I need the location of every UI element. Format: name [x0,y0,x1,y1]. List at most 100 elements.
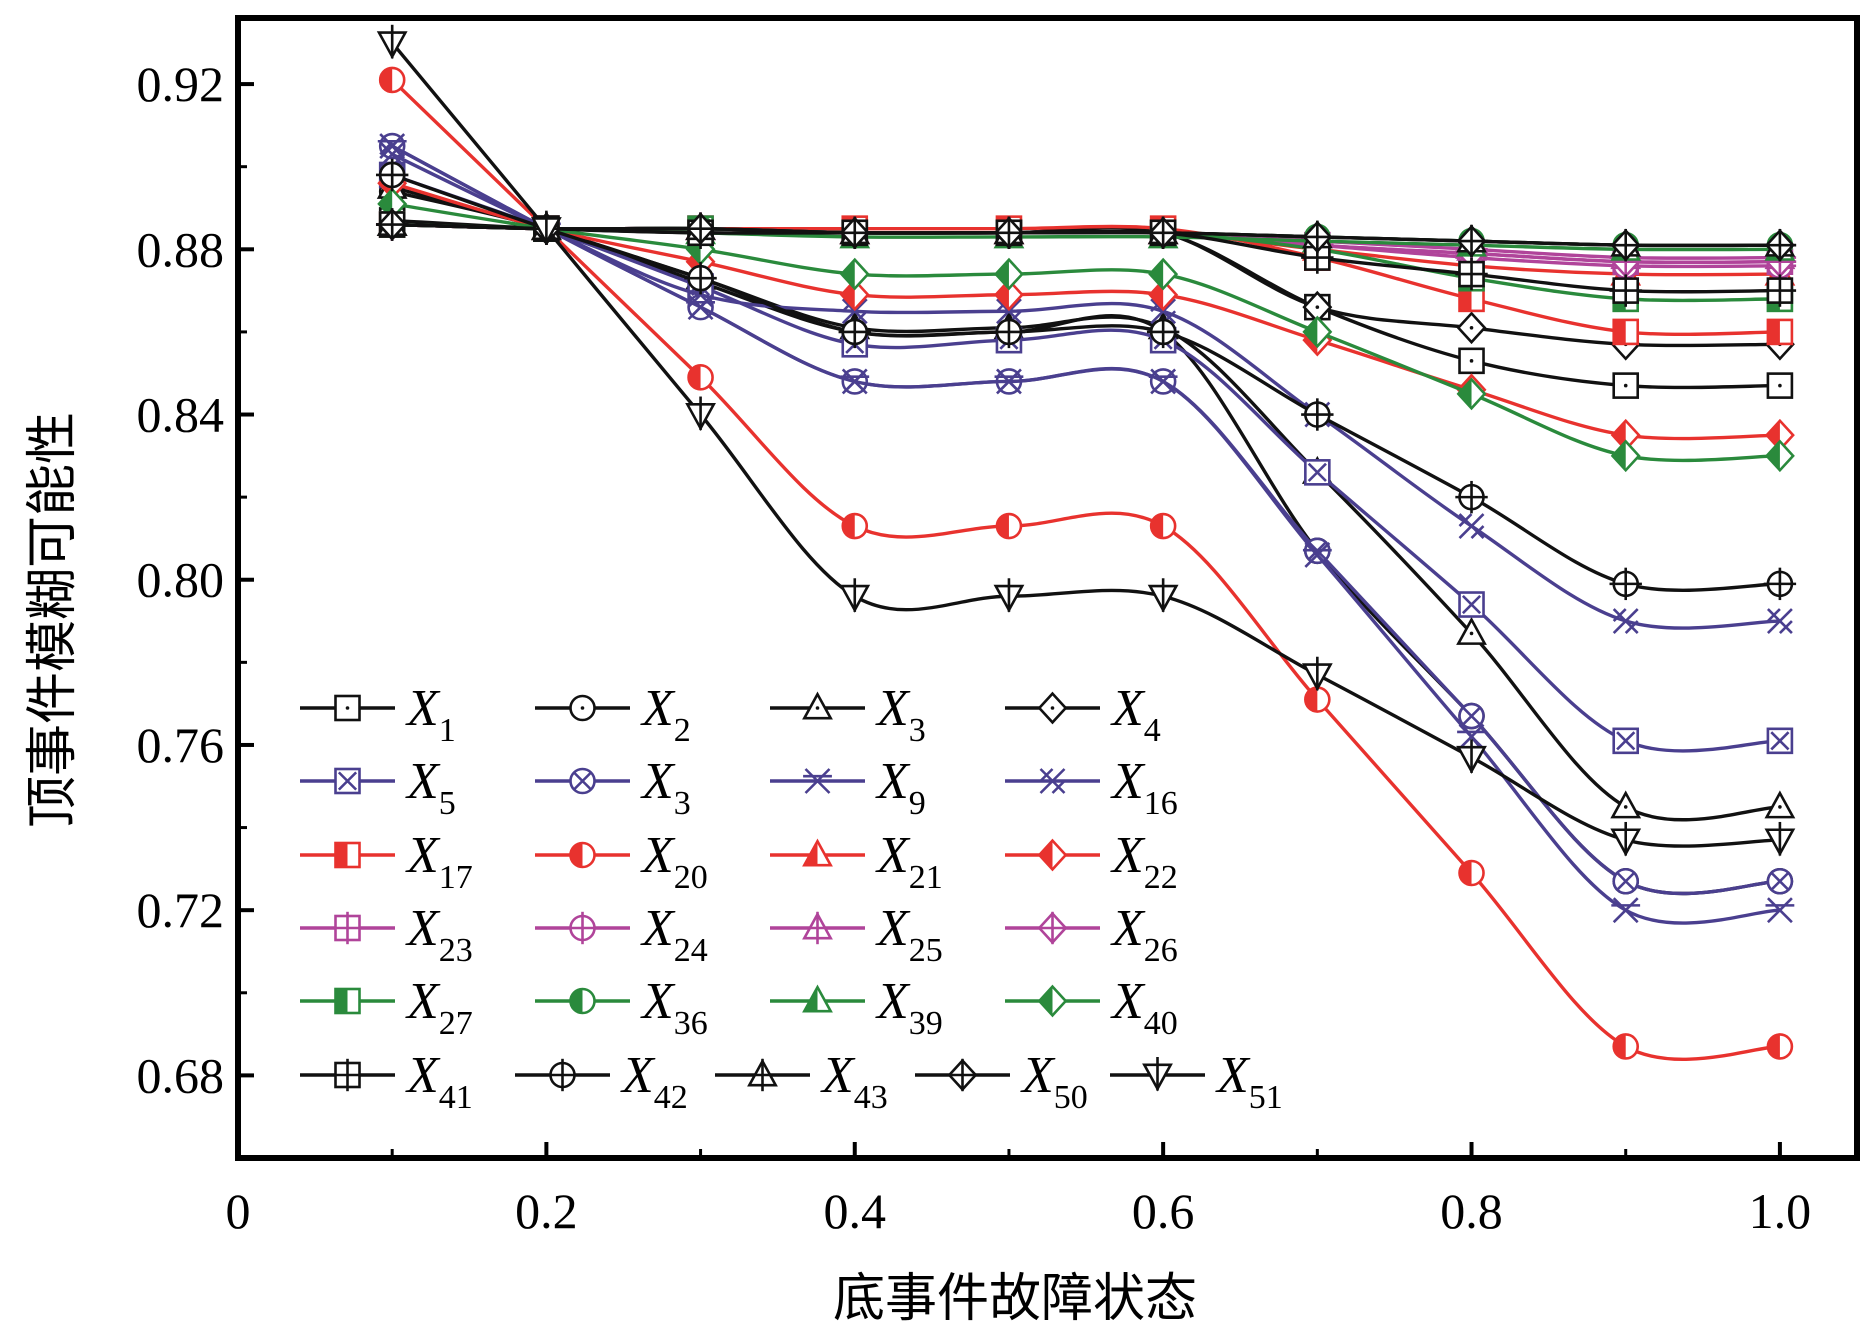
marker [1609,274,1642,307]
marker [1612,318,1640,346]
marker [546,1058,579,1092]
marker [1766,372,1794,399]
marker [1037,691,1068,725]
marker [1148,257,1179,291]
legend-label: X43 [820,1047,888,1116]
marker [1766,867,1794,895]
marker [684,262,717,295]
legend-label: X25 [875,900,943,969]
marker [377,133,407,159]
marker [802,984,833,1013]
series-line [391,152,1780,630]
marker [1456,311,1487,345]
legend-item: X26 [1005,900,1178,969]
marker [1765,897,1795,924]
series-x42 [375,158,1797,601]
marker [1766,608,1793,634]
marker [1455,224,1488,258]
series-line [391,189,1780,896]
marker [1458,285,1485,313]
plot-frame [235,15,1860,1161]
series-line [390,41,1780,848]
marker [1149,512,1177,540]
marker [1612,727,1640,755]
legend-label: X50 [1020,1047,1088,1116]
axes: 0 0.2 0.4 0.6 0.8 1.0 0.68 0.72 0.76 0.80 0.84 0.88… [137,15,1860,1239]
marker [1609,567,1642,601]
marker [1301,398,1334,431]
marker [331,1058,364,1092]
x-tick-label: 0.6 [1132,1183,1195,1239]
legend-label: X39 [875,973,943,1042]
marker [1148,278,1179,312]
legend-item: X3 [770,680,926,749]
marker [1612,372,1640,399]
marker [331,911,364,945]
x-tick-label: 1.0 [1749,1183,1812,1239]
marker [840,368,870,395]
legend-label: X4 [1110,680,1161,749]
legend-item: X20 [535,827,708,896]
legend-item: X51 [1110,1047,1283,1116]
legend-label: X17 [405,827,473,896]
marker [566,911,599,945]
marker [1036,911,1069,945]
marker [687,364,714,391]
marker [1147,578,1179,613]
marker [992,315,1026,349]
marker [1763,274,1797,307]
marker [993,257,1024,291]
series-line [391,181,1780,441]
marker [802,691,833,720]
marker [803,768,832,794]
marker [1039,768,1066,794]
series-line [392,222,1780,248]
marker [1455,480,1488,514]
marker [1037,984,1068,1018]
marker [1302,542,1332,568]
marker [375,158,409,192]
legend-item: X21 [770,827,943,896]
marker [1142,1057,1173,1092]
marker [1456,616,1487,645]
legend-item: X39 [770,973,943,1042]
legend-label: X1 [405,680,456,749]
marker [1612,867,1640,895]
marker [839,578,871,613]
marker [378,66,406,94]
marker [1612,608,1639,634]
marker [802,838,833,867]
marker [1304,459,1331,486]
marker [801,911,834,945]
y-tick-label: 0.92 [137,56,225,112]
marker [746,1058,779,1092]
marker [569,694,596,722]
y-tick-label: 0.76 [137,717,225,773]
marker [1458,347,1485,375]
legend-label: X20 [640,827,708,896]
y-tick-label: 0.68 [137,1047,225,1103]
series-x22 [377,166,1795,452]
marker [1456,739,1487,774]
legend-item: X9 [770,753,926,822]
legend-item: X41 [300,1047,473,1116]
legend-label: X3 [640,753,691,822]
marker [1610,439,1641,473]
marker [1148,368,1178,395]
marker [839,257,870,291]
legend-item: X3 [535,753,691,822]
y-tick-label: 0.72 [137,882,225,938]
marker [993,578,1025,613]
legend-label: X23 [405,900,473,969]
series-line [391,173,1780,592]
y-axis-label: 顶事件模糊可能性 [23,412,83,828]
legend-item: X5 [300,753,456,822]
marker [1610,821,1642,857]
legend-item: X24 [535,900,708,969]
series-group [375,24,1797,1061]
marker [684,212,717,245]
x-tick-label: 0.2 [515,1183,578,1239]
legend-item: X4 [1005,680,1161,749]
marker [334,987,361,1015]
y-tick-label: 0.88 [137,221,225,277]
